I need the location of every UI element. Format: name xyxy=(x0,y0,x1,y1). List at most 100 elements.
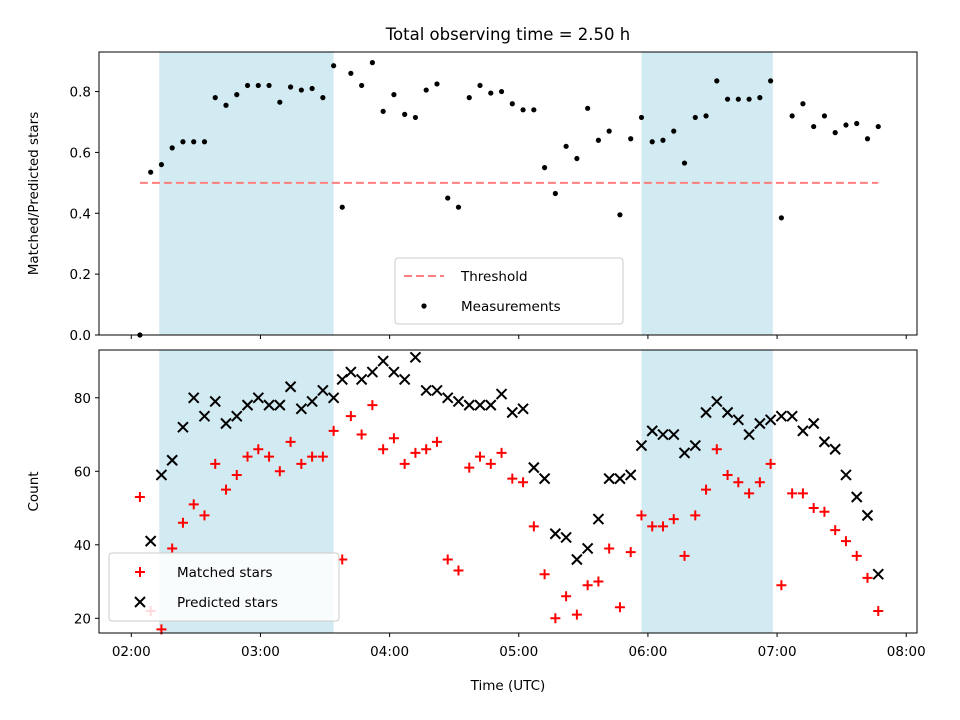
predicted-stars-point xyxy=(711,395,723,408)
measurements-point xyxy=(649,139,655,145)
measurements-point xyxy=(671,128,677,134)
measurements-point xyxy=(445,195,451,201)
matched-stars-point xyxy=(134,492,145,503)
matched-stars-point xyxy=(797,488,808,499)
bottom-x-ticks: 02:00 03:00 04:00 05:00 06:00 07:00 08:00 xyxy=(112,633,926,660)
predicted-stars-point xyxy=(581,542,594,555)
predicted-stars-point xyxy=(155,469,168,481)
bottom-marks xyxy=(134,351,884,635)
predicted-stars-point xyxy=(398,373,411,386)
measurements-point xyxy=(832,130,838,136)
legend-box xyxy=(394,257,624,325)
measurements-point xyxy=(638,114,645,121)
matched-stars-point xyxy=(231,469,242,480)
measurements-point xyxy=(158,161,165,168)
matched-stars-point xyxy=(840,536,851,547)
measurements-point xyxy=(821,113,828,119)
matched-stars-point xyxy=(328,425,339,436)
legend-predicted-swatch xyxy=(134,596,146,608)
predicted-stars-point xyxy=(818,436,831,448)
legend-matched-swatch xyxy=(135,567,145,577)
legend-threshold-label: Threshold xyxy=(460,269,528,285)
matched-stars-point xyxy=(285,436,296,447)
predicted-stars-point xyxy=(452,395,465,408)
measurements-point xyxy=(391,92,397,98)
matched-stars-point xyxy=(307,451,318,462)
measurements-point xyxy=(541,165,548,171)
matched-stars-point xyxy=(862,572,873,583)
predicted-stars-point xyxy=(646,425,658,437)
measurements-point xyxy=(595,137,602,143)
predicted-stars-point xyxy=(624,469,637,481)
predicted-stars-point xyxy=(603,472,615,485)
predicted-stars-point xyxy=(700,406,712,419)
matched-stars-point xyxy=(711,444,722,455)
measurements-point xyxy=(380,108,386,114)
predicted-stars-point xyxy=(474,399,486,411)
predicted-stars-point xyxy=(188,392,200,404)
matched-stars-point xyxy=(442,554,453,565)
legend-matched-label: Matched stars xyxy=(177,565,273,581)
matched-stars-point xyxy=(199,510,210,521)
predicted-stars-point xyxy=(743,428,755,441)
predicted-stars-point xyxy=(754,417,766,430)
measurements-point xyxy=(703,113,709,119)
measurements-point xyxy=(359,82,365,89)
matched-stars-point xyxy=(177,517,188,528)
predicted-stars-point xyxy=(345,366,357,378)
predicted-stars-point xyxy=(263,399,275,411)
measurements-point xyxy=(331,63,337,69)
predicted-stars-point xyxy=(442,392,454,404)
predicted-stars-point xyxy=(732,414,745,426)
measurements-point xyxy=(255,82,261,89)
predicted-stars-point xyxy=(549,528,562,540)
matched-stars-point xyxy=(873,605,884,616)
matched-stars-point xyxy=(167,543,178,554)
matched-stars-point xyxy=(253,444,264,455)
matched-stars-point xyxy=(507,473,518,484)
measurements-point xyxy=(369,60,375,66)
matched-stars-point xyxy=(668,514,679,525)
measurements-point xyxy=(488,90,494,96)
bottom-y-tick-label: 60 xyxy=(74,464,91,480)
matched-stars-point xyxy=(571,609,582,620)
matched-stars-point xyxy=(754,477,765,488)
predicted-stars-point xyxy=(388,366,400,378)
matched-stars-point xyxy=(464,462,475,473)
predicted-stars-point xyxy=(614,472,626,485)
matched-stars-point xyxy=(690,510,701,521)
predicted-stars-point xyxy=(840,469,852,481)
measurements-point xyxy=(574,155,580,162)
bottom-x-tick-label: 07:00 xyxy=(758,644,797,660)
measurements-point xyxy=(348,70,354,76)
matched-stars-point xyxy=(582,580,593,591)
measurements-point xyxy=(746,96,752,102)
measurements-point xyxy=(606,128,612,134)
top-y-tick-label: 0.4 xyxy=(70,206,91,222)
bottom-y-tick-label: 80 xyxy=(74,391,91,407)
legend-box xyxy=(108,552,340,622)
top-y-ticks: 0.0 0.2 0.4 0.6 0.8 xyxy=(70,85,99,344)
predicted-stars-point xyxy=(797,425,809,437)
predicted-stars-point xyxy=(431,384,443,397)
matched-stars-point xyxy=(561,591,572,602)
legend-predicted-label: Predicted stars xyxy=(177,595,278,611)
bottom-y-axis-label: Count xyxy=(26,471,42,511)
matched-stars-point xyxy=(830,525,841,536)
measurements-point xyxy=(169,145,175,151)
predicted-stars-point xyxy=(252,392,265,404)
predicted-stars-point xyxy=(495,388,508,400)
measurements-point xyxy=(552,190,558,197)
matched-stars-point xyxy=(528,521,539,532)
matched-stars-point xyxy=(367,400,378,411)
top-y-tick-label: 0.2 xyxy=(70,267,91,283)
predicted-stars-point xyxy=(721,406,734,419)
matched-stars-point xyxy=(399,458,410,469)
matched-stars-point xyxy=(431,436,442,447)
matched-stars-point xyxy=(657,521,668,532)
top-marks xyxy=(137,60,881,338)
predicted-stars-point xyxy=(786,410,798,422)
matched-stars-point xyxy=(787,488,798,499)
measurements-point xyxy=(768,78,774,84)
measurements-point xyxy=(298,87,304,93)
